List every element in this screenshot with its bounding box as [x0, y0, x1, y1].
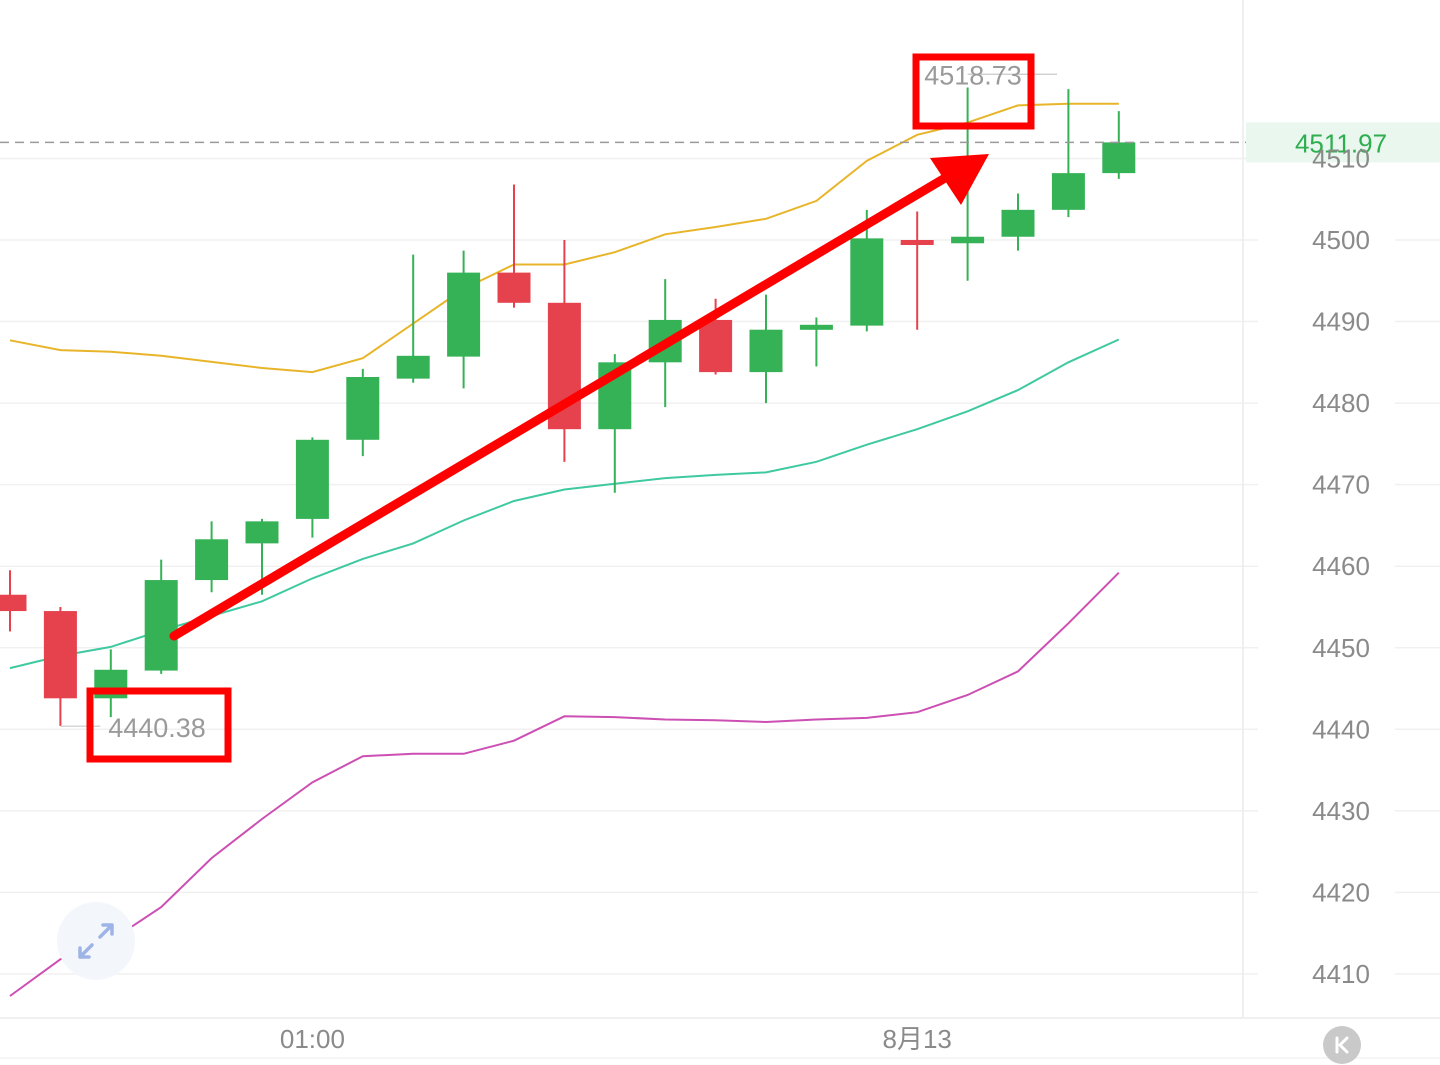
candle [497, 184, 531, 308]
candle-body [1102, 142, 1136, 174]
k-icon [1335, 1036, 1349, 1054]
candle [195, 521, 229, 593]
candle-body [396, 355, 430, 379]
trend-arrow-shaft [169, 173, 950, 641]
candle-body [144, 580, 178, 671]
candle [900, 211, 934, 330]
candle [43, 606, 77, 727]
lower-band-line [9, 571, 1120, 997]
high-price-label: 4518.73 [924, 60, 1022, 90]
low-highlight-box [86, 687, 232, 763]
candle [799, 317, 833, 367]
candle [396, 254, 430, 383]
candle [1102, 111, 1136, 179]
candles [0, 87, 1136, 727]
y-tick-label: 4510 [1312, 143, 1370, 173]
candle-body [799, 324, 833, 330]
candle [547, 240, 581, 462]
candle-body [951, 236, 985, 244]
candle [699, 298, 733, 375]
candle-body [295, 439, 329, 519]
candle [94, 649, 128, 718]
candle-body [447, 272, 481, 357]
candle-body [43, 611, 77, 699]
candle-body [749, 329, 783, 373]
candle-body [195, 539, 229, 581]
y-tick-label: 4430 [1312, 796, 1370, 826]
candle [749, 294, 783, 404]
y-tick-label: 4500 [1312, 225, 1370, 255]
candle [295, 437, 329, 538]
low-price-label: 4440.38 [108, 713, 206, 743]
candle-body [1001, 209, 1035, 237]
candle [850, 209, 884, 332]
k-line-toggle-button[interactable] [1323, 1026, 1361, 1064]
x-tick-label: 8月13 [883, 1024, 952, 1054]
y-tick-label: 4420 [1312, 877, 1370, 907]
candle-body [850, 238, 884, 326]
y-tick-label: 4440 [1312, 714, 1370, 744]
current-price-label: 4511.97 [1295, 128, 1387, 158]
x-tick-label: 01:00 [280, 1024, 345, 1054]
y-tick-label: 4410 [1312, 959, 1370, 989]
trend-arrow-head [930, 154, 989, 205]
y-tick-label: 4450 [1312, 633, 1370, 663]
current-price-tag-bg [1246, 122, 1440, 163]
y-tick-label: 4470 [1312, 470, 1370, 500]
candle [346, 368, 380, 457]
candle-body [699, 319, 733, 373]
y-tick-label: 4480 [1312, 388, 1370, 418]
axes: 4510 4500 4490 4480 4470 4460 4450 4440 4430 4420… [280, 143, 1370, 1054]
y-tick-label: 4460 [1312, 551, 1370, 581]
y-tick-label: 4490 [1312, 307, 1370, 337]
candle-body [0, 594, 27, 612]
fullscreen-button[interactable] [57, 902, 135, 980]
candle [144, 559, 178, 674]
candle [1051, 89, 1085, 218]
candle-body [900, 240, 934, 245]
high-highlight-box [912, 53, 1035, 130]
candle [1001, 193, 1035, 251]
candle-body [245, 521, 279, 544]
expand-arrows-icon [78, 923, 114, 959]
candle-body [497, 272, 531, 303]
candle-body [346, 377, 380, 440]
candle-body [1051, 173, 1085, 210]
candle [0, 570, 27, 632]
annotations: 4511.97 4518.73 4440.38 [0, 53, 1440, 763]
candle [447, 250, 481, 389]
